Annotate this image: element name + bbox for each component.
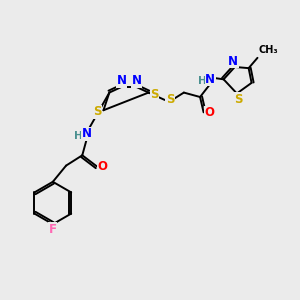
Text: H: H [74,130,83,141]
Text: S: S [166,93,174,106]
Text: N: N [228,55,238,68]
Text: CH₃: CH₃ [258,46,278,56]
Text: O: O [205,106,214,119]
Text: S: S [93,105,102,118]
Text: F: F [49,223,57,236]
Text: N: N [82,127,92,140]
Text: S: S [234,93,243,106]
Text: N: N [131,74,142,87]
Text: O: O [97,160,107,173]
Text: S: S [150,88,159,100]
Text: N: N [206,73,215,86]
Text: H: H [198,76,206,86]
Text: N: N [116,74,126,87]
